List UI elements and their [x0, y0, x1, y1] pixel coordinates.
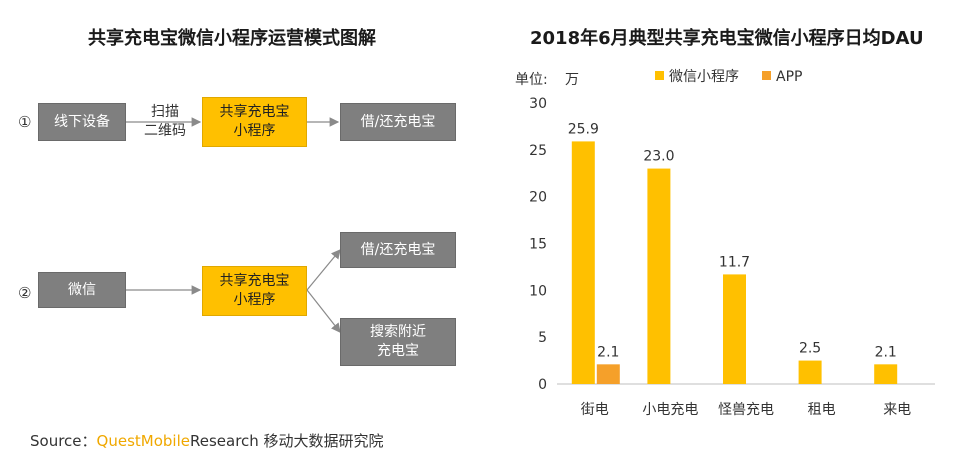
mini-program-1-line2: 小程序: [233, 123, 276, 139]
x-category-label: 来电: [883, 402, 911, 418]
data-label-wechat-2: 11.7: [719, 254, 750, 270]
row2-number: ②: [18, 284, 32, 302]
search-nearby-line2: 充电宝: [377, 343, 419, 359]
offline-device-box: 线下设备: [38, 103, 126, 141]
bar-wechat-1: [647, 168, 671, 384]
search-nearby-line1: 搜索附近: [370, 324, 426, 340]
borrow-return-box-2: 借/还充电宝: [340, 232, 456, 268]
source-line: Source：QuestMobileResearch 移动大数据研究院: [30, 430, 384, 451]
borrow-return-1-label: 借/还充电宝: [360, 113, 436, 130]
y-tick-label: 5: [538, 330, 547, 346]
unit-label: 单位:: [515, 72, 548, 88]
y-tick-label: 15: [529, 237, 547, 253]
row1-number: ①: [18, 113, 32, 131]
unit-value: 万: [565, 72, 579, 88]
scan-line2: 二维码: [144, 123, 186, 139]
data-label-wechat-0: 25.9: [568, 121, 599, 137]
x-category-label: 街电: [581, 402, 609, 418]
borrow-return-box-1: 借/还充电宝: [340, 103, 456, 141]
x-category-label: 怪兽充电: [718, 402, 774, 418]
x-category-label: 租电: [808, 402, 836, 418]
flow-arrows: [126, 117, 341, 333]
arrow-mini-to-result2: [306, 289, 341, 333]
data-label-app-0: 2.1: [597, 344, 619, 360]
scan-qrcode-label: 扫描 二维码: [136, 103, 194, 141]
offline-device-label: 线下设备: [54, 113, 110, 130]
legend-swatch-0: [655, 71, 664, 80]
bar-wechat-4: [874, 364, 898, 384]
scan-line1: 扫描: [151, 104, 179, 120]
search-nearby-box: 搜索附近 充电宝: [340, 318, 456, 366]
bar-wechat-0: [571, 141, 595, 384]
bar-app-0: [596, 364, 620, 384]
y-tick-label: 10: [529, 283, 547, 299]
mini-program-2-line2: 小程序: [233, 292, 276, 308]
bar-wechat-2: [723, 274, 746, 384]
legend-label-0: 微信小程序: [669, 69, 739, 85]
source-suffix: Research 移动大数据研究院: [189, 432, 384, 450]
y-tick-label: 0: [538, 377, 547, 393]
x-category-label: 小电充电: [642, 402, 698, 418]
data-label-wechat-1: 23.0: [643, 149, 674, 165]
legend-label-1: APP: [776, 69, 802, 85]
questmobile-logo-text: QuestMobile: [96, 432, 190, 450]
y-tick-label: 30: [529, 96, 547, 112]
data-label-wechat-3: 2.5: [799, 341, 821, 357]
mini-program-box-2: 共享充电宝 小程序: [202, 266, 307, 316]
wechat-box: 微信: [38, 272, 126, 308]
borrow-return-2-label: 借/还充电宝: [360, 241, 436, 258]
wechat-label: 微信: [68, 281, 96, 298]
data-label-wechat-4: 2.1: [875, 344, 897, 360]
y-tick-label: 20: [529, 190, 547, 206]
mini-program-2-line1: 共享充电宝: [219, 273, 290, 289]
chart-title: 2018年6月典型共享充电宝微信小程序日均DAU: [530, 28, 924, 49]
flow-title: 共享充电宝微信小程序运营模式图解: [88, 28, 376, 49]
arrow-mini-to-result1: [306, 249, 341, 291]
source-prefix: Source：: [30, 432, 97, 450]
y-tick-label: 25: [529, 143, 547, 159]
bar-wechat-3: [798, 360, 822, 384]
mini-program-box-1: 共享充电宝 小程序: [202, 97, 307, 147]
legend-swatch-1: [762, 71, 771, 80]
mini-program-1-line1: 共享充电宝: [219, 104, 290, 120]
